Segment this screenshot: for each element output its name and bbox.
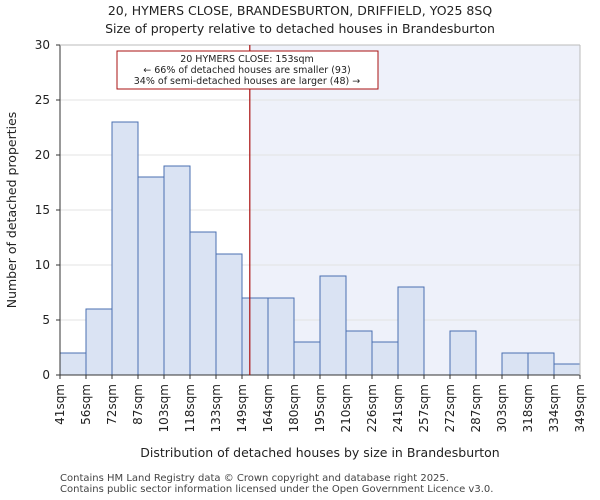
bar-180sqm (293, 341, 321, 376)
bar-334sqm (553, 363, 581, 376)
footer-line-2: Contains public sector information licen… (60, 484, 494, 495)
bar-149sqm (241, 297, 269, 376)
x-tick-label: 164sqm (261, 384, 275, 432)
y-tick-label: 10 (35, 258, 50, 272)
bar-195sqm (319, 275, 347, 376)
y-tick-label: 25 (35, 93, 50, 107)
x-tick-label: 118sqm (183, 384, 197, 432)
x-tick-label: 257sqm (417, 384, 431, 432)
x-tick-label: 180sqm (287, 384, 301, 432)
x-tick-label: 41sqm (53, 384, 67, 425)
footer-line-1: Contains HM Land Registry data © Crown c… (60, 473, 449, 484)
chart-subtitle: Size of property relative to detached ho… (105, 21, 495, 36)
bar-241sqm (397, 286, 425, 376)
x-tick-label: 287sqm (469, 384, 483, 432)
bar-87sqm (137, 176, 165, 376)
bar-164sqm (267, 297, 295, 376)
bar-103sqm (163, 165, 191, 376)
chart-title: 20, HYMERS CLOSE, BRANDESBURTON, DRIFFIE… (108, 3, 492, 18)
x-tick-label: 318sqm (521, 384, 535, 432)
y-axis-label: Number of detached properties (4, 112, 19, 309)
plot-area: 0 5 10 15 20 25 30 41sqm 56sqm 72sqm 87sqm 103sqm 11… (35, 38, 587, 432)
x-axis-label: Distribution of detached houses by size … (140, 445, 499, 460)
bar-272sqm (449, 330, 477, 376)
bar-41sqm (59, 352, 87, 376)
x-tick-label: 56sqm (79, 384, 93, 425)
x-tick-label: 87sqm (131, 384, 145, 425)
bar-72sqm (111, 121, 139, 376)
bar-226sqm (371, 341, 399, 376)
x-tick-label: 226sqm (365, 384, 379, 432)
x-tick-label: 149sqm (235, 384, 249, 432)
x-tick-label: 210sqm (339, 384, 353, 432)
x-tick-label: 303sqm (495, 384, 509, 432)
bar-303sqm (501, 352, 529, 376)
annotation-line-1: 20 HYMERS CLOSE: 153sqm (180, 54, 314, 65)
x-tick-label: 334sqm (547, 384, 561, 432)
bar-210sqm (345, 330, 373, 376)
y-tick-label: 15 (35, 203, 50, 217)
y-tick-label: 20 (35, 148, 50, 162)
annotation-line-3: 34% of semi-detached houses are larger (… (134, 76, 361, 87)
annotation-box (116, 50, 379, 90)
x-tick-label: 195sqm (313, 384, 327, 432)
bar-133sqm (215, 253, 243, 376)
x-tick-label: 241sqm (391, 384, 405, 432)
y-tick-label: 5 (42, 313, 50, 327)
bar-118sqm (189, 231, 217, 376)
x-tick-label: 72sqm (105, 384, 119, 425)
bar-318sqm (527, 352, 555, 376)
x-tick-label: 133sqm (209, 384, 223, 432)
x-tick-label: 103sqm (157, 384, 171, 432)
y-tick-label: 0 (42, 368, 50, 382)
bar-56sqm (85, 308, 113, 376)
y-tick-label: 30 (35, 38, 50, 52)
x-tick-label: 272sqm (443, 384, 457, 432)
x-tick-label: 349sqm (573, 384, 587, 432)
annotation-line-2: ← 66% of detached houses are smaller (93… (143, 65, 350, 76)
